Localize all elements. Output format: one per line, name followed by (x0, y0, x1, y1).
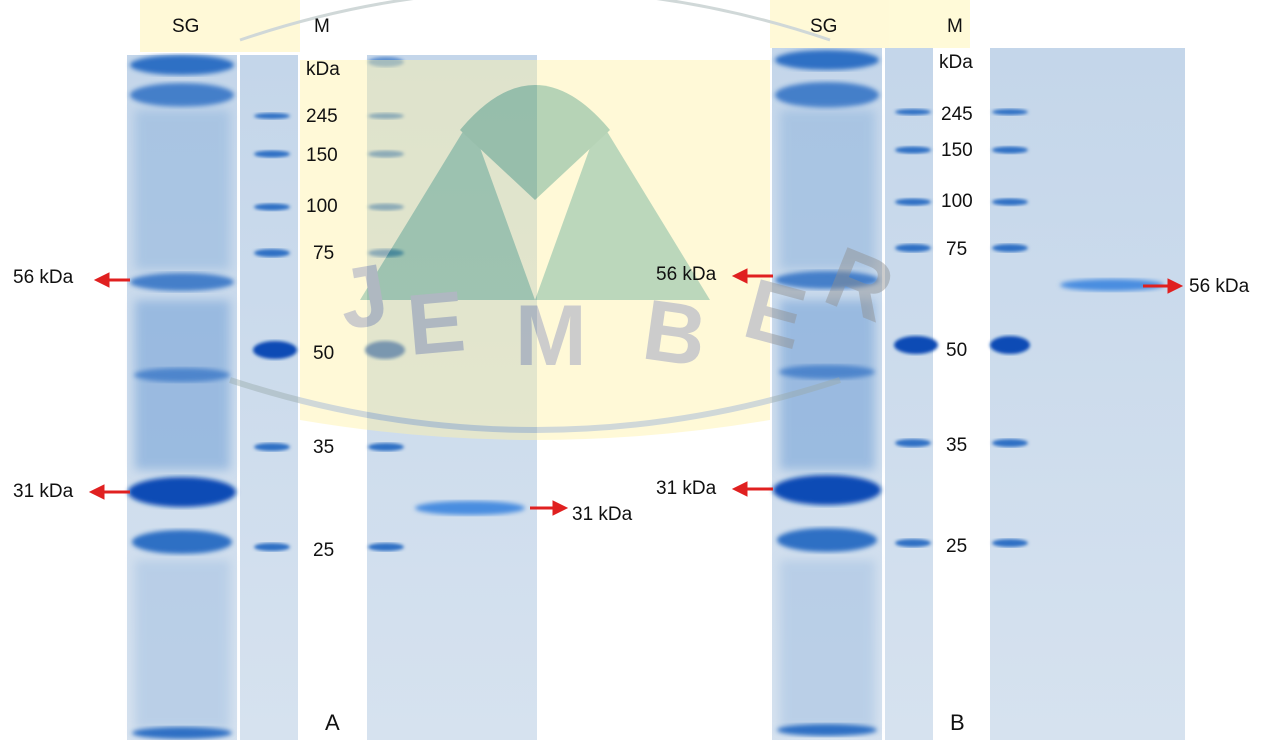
panel-a-marker-label: 75 (313, 243, 335, 264)
panel-a-marker-unit: kDa (306, 59, 340, 80)
svg-text:E: E (403, 273, 469, 374)
panel-a-sg-bands (128, 55, 236, 739)
svg-text:B: B (637, 282, 712, 386)
panel-a-marker-label: 50 (313, 343, 335, 364)
panel-a-arrow-56-left (93, 272, 130, 288)
panel-a-marker-label: 245 (306, 106, 338, 127)
panel-b-marker-lane-right (990, 48, 1185, 740)
panel-a-marker-label: 100 (306, 196, 338, 217)
panel-b-annotation-31-left: 31 kDa (656, 478, 717, 499)
panel-b-marker-bands-right (990, 109, 1030, 547)
panel-b-marker-label: 100 (941, 191, 973, 212)
panel-b-marker-label: 50 (946, 340, 968, 361)
panel-a-letter: A (325, 710, 340, 735)
panel-b-arrow-56-right (1143, 278, 1184, 294)
panel-b-marker-label: 150 (941, 140, 973, 161)
annotation-arrows (88, 268, 1184, 516)
panel-a-marker-label: 35 (313, 437, 335, 458)
panel-a-gel (127, 55, 537, 740)
panel-b-marker-unit: kDa (939, 52, 973, 73)
panel-b-sg-bands (773, 50, 881, 736)
panel-b-lane-header-marker: M (947, 16, 963, 37)
panel-b-marker-label: 75 (946, 239, 968, 260)
panel-b-marker-lane-left (885, 48, 933, 740)
panel-a-purified-band (415, 501, 525, 515)
panel-b-marker-label: 35 (946, 435, 968, 456)
panel-b-letter: B (950, 710, 965, 735)
panel-b-arrow-56-left (731, 268, 773, 284)
panel-b-marker-label: 245 (941, 104, 973, 125)
panel-b-lane-header-sample: SG (810, 16, 838, 37)
svg-text:M: M (515, 288, 587, 384)
panel-a-marker-bands-right (365, 57, 405, 551)
panel-a-lane-header-marker: M (314, 16, 330, 37)
panel-a-arrow-31-left (88, 484, 130, 500)
panel-b-marker-bands-left (894, 109, 938, 547)
panel-a-lane-header-sample: SG (172, 16, 200, 37)
panel-a-marker-label: 150 (306, 145, 338, 166)
panel-b-marker-label: 25 (946, 536, 968, 557)
panel-a-marker-label: 25 (313, 540, 335, 561)
panel-b-annotation-56-right: 56 kDa (1189, 276, 1250, 297)
panel-a-marker-lane-left (240, 55, 298, 740)
panel-b-annotation-56-left: 56 kDa (656, 264, 717, 285)
panel-a-annotation-56-left: 56 kDa (13, 267, 74, 288)
panel-a-marker-lane-right (367, 55, 537, 740)
panel-a-annotation-31-left: 31 kDa (13, 481, 74, 502)
panel-b-arrow-31-left (731, 481, 773, 497)
panel-a-annotation-31-right: 31 kDa (572, 504, 633, 525)
panel-b-purified-band (1060, 279, 1164, 291)
panel-a-marker-bands-left (253, 113, 297, 551)
panel-b-gel (772, 48, 1185, 740)
panel-a-arrow-31-right (530, 500, 569, 516)
